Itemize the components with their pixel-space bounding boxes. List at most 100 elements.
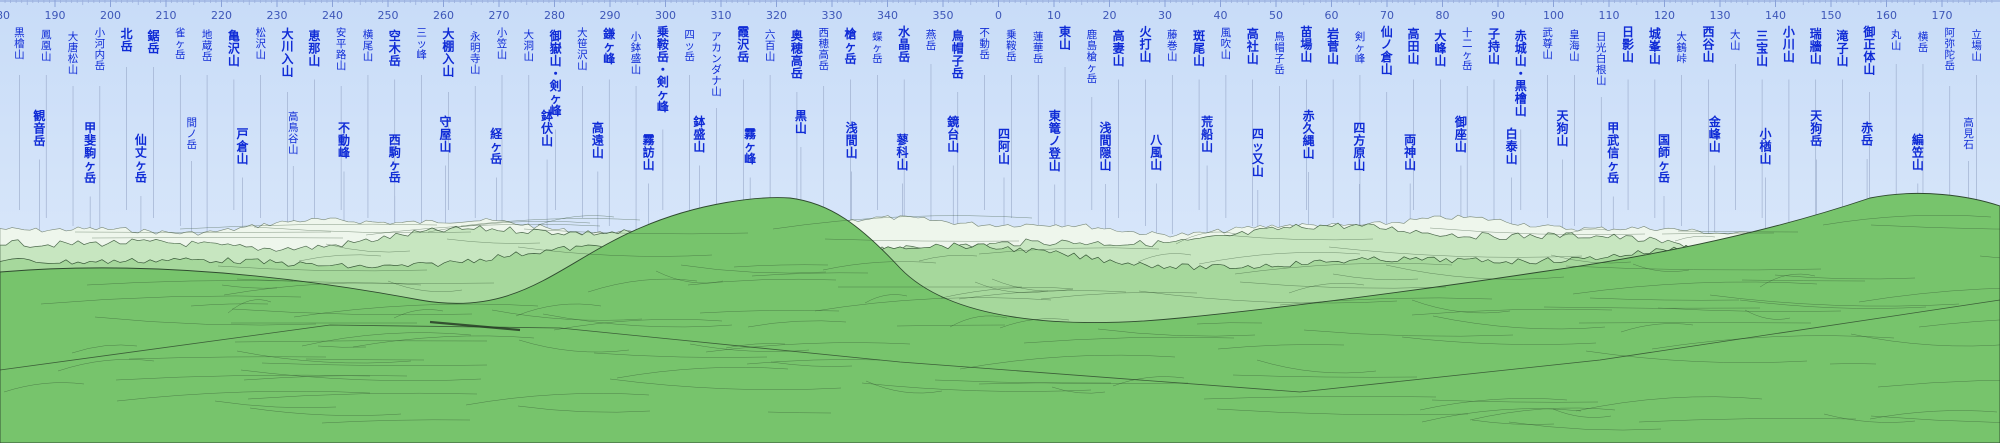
peak-label[interactable]: 斑尾山 — [1193, 28, 1205, 68]
peak-label[interactable]: 霞沢岳 — [737, 25, 750, 64]
peak-label[interactable]: 地蔵岳 — [202, 28, 213, 63]
peak-label[interactable]: 大鶴峠 — [1676, 30, 1687, 65]
peak-label[interactable]: 高田山 — [1408, 26, 1420, 66]
peak-label[interactable]: 戸倉山 — [235, 127, 249, 166]
peak-label[interactable]: 蓼科山 — [895, 132, 909, 172]
peak-label[interactable]: 大洞山 — [524, 28, 535, 63]
peak-label[interactable]: 金峰山 — [1708, 114, 1722, 154]
peak-label[interactable]: 大山 — [1730, 28, 1741, 52]
peak-label[interactable]: 乗鞍岳・剣ヶ峰 — [656, 25, 670, 114]
peak-label[interactable]: 観音岳 — [33, 108, 45, 148]
peak-label[interactable]: 赤岳 — [1861, 120, 1873, 148]
peak-label[interactable]: 両神山 — [1404, 133, 1416, 172]
peak-label[interactable]: 亀沢山 — [228, 28, 241, 68]
peak-label[interactable]: 霧訪山 — [643, 133, 656, 172]
peak-label[interactable]: 鉢伏山 — [541, 108, 554, 148]
peak-label[interactable]: 白泰山 — [1505, 126, 1519, 166]
peak-label[interactable]: 恵那山 — [308, 28, 320, 68]
peak-label[interactable]: 東山 — [1059, 24, 1071, 52]
peak-label[interactable]: 不動峰 — [338, 121, 351, 160]
peak-label[interactable]: 城峯山 — [1648, 26, 1662, 66]
peak-label[interactable]: 水晶岳 — [898, 24, 911, 64]
peak-label[interactable]: 瑞牆山 — [1810, 26, 1822, 66]
peak-label[interactable]: 経ヶ岳 — [490, 126, 503, 166]
peak-label[interactable]: 藤巻山 — [1167, 29, 1178, 63]
peak-label[interactable]: 風吹山 — [1221, 27, 1232, 61]
peak-label[interactable]: 日影山 — [1622, 25, 1634, 64]
peak-label[interactable]: 荒船山 — [1200, 114, 1213, 154]
peak-label[interactable]: 乗鞍岳 — [1006, 29, 1017, 63]
peak-label[interactable]: 小川山 — [1782, 24, 1795, 64]
peak-label[interactable]: 高見石 — [1963, 116, 1974, 151]
peak-label[interactable]: 雀ヶ岳 — [175, 26, 186, 61]
peak-label[interactable]: 苗場山 — [1300, 24, 1312, 64]
peak-label[interactable]: 三ッ峰 — [416, 27, 427, 61]
peak-label[interactable]: 高遠山 — [592, 120, 604, 160]
peak-label[interactable]: 天狗山 — [1556, 109, 1569, 148]
peak-label[interactable]: 黒檜山 — [14, 27, 25, 61]
peak-label[interactable]: 蝶ヶ岳 — [872, 30, 883, 65]
peak-label[interactable]: 三宝山 — [1756, 29, 1768, 68]
peak-label[interactable]: 鏡台山 — [946, 114, 959, 154]
peak-label[interactable]: 立場山 — [1971, 28, 1982, 63]
peak-label[interactable]: 北岳 — [121, 26, 133, 54]
peak-label[interactable]: 鋸岳 — [147, 28, 159, 56]
peak-label[interactable]: 燕岳 — [926, 29, 937, 52]
peak-label[interactable]: 小笠山 — [497, 27, 508, 61]
peak-label[interactable]: 槍ヶ岳 — [845, 26, 858, 66]
peak-label[interactable]: 守屋山 — [440, 114, 452, 154]
peak-label[interactable]: 黒山 — [795, 109, 807, 136]
peak-label[interactable]: 横尾山 — [363, 28, 374, 63]
peak-label[interactable]: 編笠山 — [1911, 132, 1924, 172]
peak-label[interactable]: 四阿山 — [998, 127, 1010, 166]
peak-label[interactable]: 不動岳 — [979, 27, 990, 61]
peak-label[interactable]: 鉢盛山 — [693, 114, 706, 154]
peak-label[interactable]: 霧ヶ峰 — [744, 127, 757, 166]
peak-label[interactable]: 横岳 — [1918, 30, 1929, 54]
peak-label[interactable]: 高社山 — [1246, 26, 1259, 66]
peak-label[interactable]: 御座山 — [1454, 114, 1467, 154]
peak-label[interactable]: 四ッ岳 — [684, 29, 695, 63]
peak-label[interactable]: 武尊山 — [1542, 26, 1553, 61]
peak-label[interactable]: 大峰山 — [1434, 28, 1447, 68]
peak-label[interactable]: 八風山 — [1149, 133, 1163, 172]
peak-label[interactable]: 浅間山 — [846, 120, 858, 160]
peak-label[interactable]: 六百山 — [765, 29, 776, 63]
peak-label[interactable]: 蓮華岳 — [1033, 30, 1044, 65]
peak-label[interactable]: 松沢山 — [255, 26, 266, 61]
peak-label[interactable]: 鎌ヶ峰 — [602, 26, 616, 66]
peak-label[interactable]: 高妻山 — [1113, 28, 1125, 68]
peak-label[interactable]: 赤城山・黒檜山 — [1515, 28, 1528, 118]
peak-label[interactable]: 剣ヶ峰 — [1355, 31, 1366, 65]
peak-label[interactable]: 間ノ岳 — [186, 117, 197, 151]
peak-label[interactable]: 火打山 — [1139, 25, 1152, 64]
